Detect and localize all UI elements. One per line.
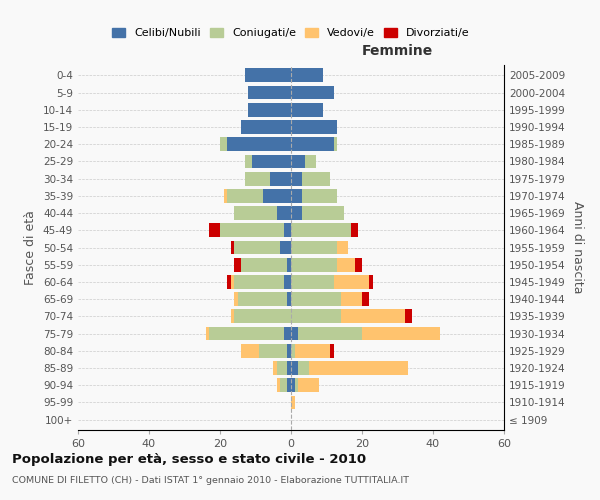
Bar — [305, 154, 316, 168]
Bar — [248, 86, 291, 100]
Bar — [291, 189, 302, 202]
Bar — [284, 326, 291, 340]
Y-axis label: Anni di nascita: Anni di nascita — [571, 201, 584, 294]
Bar — [277, 361, 287, 375]
Bar — [277, 378, 280, 392]
Legend: Celibi/Nubili, Coniugati/e, Vedovi/e, Divorziati/e: Celibi/Nubili, Coniugati/e, Vedovi/e, Di… — [108, 23, 474, 43]
Bar — [330, 344, 334, 358]
Bar — [234, 240, 280, 254]
Bar — [245, 68, 291, 82]
Bar — [337, 258, 355, 272]
Bar — [209, 224, 220, 237]
Bar — [291, 275, 334, 289]
Bar — [241, 258, 287, 272]
Bar — [287, 292, 291, 306]
Bar — [284, 224, 291, 237]
Bar — [291, 378, 295, 392]
Bar — [334, 275, 369, 289]
Bar — [291, 361, 298, 375]
Bar — [238, 292, 287, 306]
Bar — [369, 275, 373, 289]
Bar — [355, 258, 362, 272]
Text: Popolazione per età, sesso e stato civile - 2010: Popolazione per età, sesso e stato civil… — [12, 452, 366, 466]
Bar — [245, 154, 252, 168]
Bar — [287, 361, 291, 375]
Bar — [341, 292, 362, 306]
Bar — [298, 326, 362, 340]
Bar — [287, 344, 291, 358]
Bar — [234, 310, 291, 324]
Bar — [291, 172, 302, 185]
Bar — [206, 326, 209, 340]
Bar — [263, 189, 291, 202]
Bar — [234, 258, 241, 272]
Bar — [248, 103, 291, 117]
Y-axis label: Fasce di età: Fasce di età — [25, 210, 37, 285]
Bar — [209, 326, 284, 340]
Bar — [404, 310, 412, 324]
Bar — [287, 258, 291, 272]
Bar — [295, 378, 298, 392]
Bar — [291, 103, 323, 117]
Bar — [309, 361, 408, 375]
Bar — [352, 224, 358, 237]
Bar — [252, 154, 291, 168]
Bar — [280, 240, 291, 254]
Bar — [362, 326, 440, 340]
Bar — [230, 240, 234, 254]
Bar — [298, 361, 309, 375]
Text: COMUNE DI FILETTO (CH) - Dati ISTAT 1° gennaio 2010 - Elaborazione TUTTITALIA.IT: COMUNE DI FILETTO (CH) - Dati ISTAT 1° g… — [12, 476, 409, 485]
Bar — [277, 206, 291, 220]
Bar — [341, 310, 404, 324]
Text: Femmine: Femmine — [362, 44, 433, 58]
Bar — [270, 172, 291, 185]
Bar — [230, 275, 234, 289]
Bar — [234, 206, 277, 220]
Bar — [302, 172, 330, 185]
Bar — [291, 206, 302, 220]
Bar — [287, 378, 291, 392]
Bar — [302, 189, 337, 202]
Bar — [291, 224, 352, 237]
Bar — [241, 344, 259, 358]
Bar — [291, 396, 295, 409]
Bar — [291, 120, 337, 134]
Bar — [259, 344, 287, 358]
Bar — [291, 240, 337, 254]
Bar — [230, 310, 234, 324]
Bar — [220, 224, 284, 237]
Bar — [291, 138, 334, 151]
Bar — [337, 240, 348, 254]
Bar — [273, 361, 277, 375]
Bar — [220, 138, 227, 151]
Bar — [227, 138, 291, 151]
Bar — [227, 275, 230, 289]
Bar — [295, 344, 330, 358]
Bar — [234, 292, 238, 306]
Bar — [224, 189, 227, 202]
Bar — [234, 275, 284, 289]
Bar — [227, 189, 263, 202]
Bar — [362, 292, 369, 306]
Bar — [245, 172, 270, 185]
Bar — [291, 310, 341, 324]
Bar — [241, 120, 291, 134]
Bar — [284, 275, 291, 289]
Bar — [291, 326, 298, 340]
Bar — [291, 292, 341, 306]
Bar — [291, 68, 323, 82]
Bar — [291, 344, 295, 358]
Bar — [334, 138, 337, 151]
Bar — [291, 86, 334, 100]
Bar — [298, 378, 319, 392]
Bar — [291, 258, 337, 272]
Bar — [302, 206, 344, 220]
Bar — [291, 154, 305, 168]
Bar — [280, 378, 287, 392]
